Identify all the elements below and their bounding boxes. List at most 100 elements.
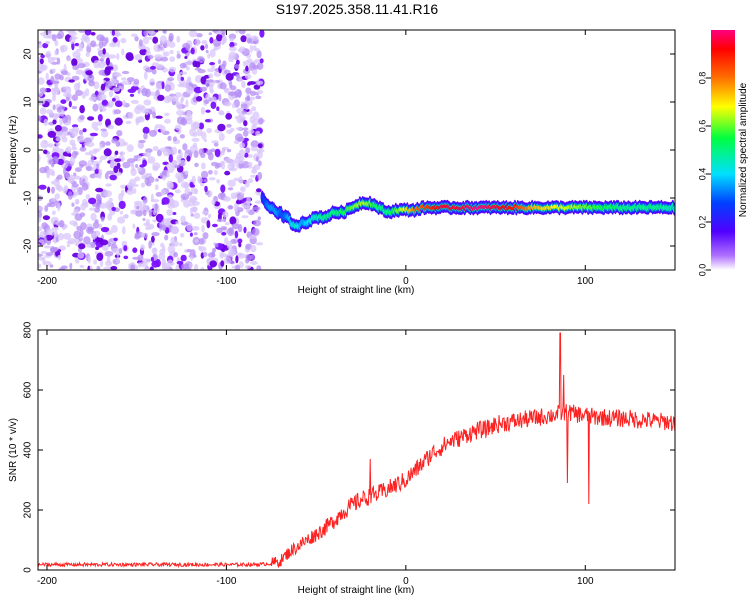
noise-blob (253, 84, 261, 90)
noise-blob (85, 88, 90, 97)
noise-blob (187, 76, 192, 82)
noise-blob (235, 255, 239, 264)
noise-blob (40, 250, 48, 254)
noise-blob (185, 44, 191, 51)
noise-blob (111, 224, 118, 233)
noise-blob (104, 67, 111, 76)
noise-blob (191, 137, 200, 142)
colorbar-tick-label: 0.0 (697, 264, 707, 277)
noise-blob (97, 48, 101, 52)
noise-blob (152, 146, 159, 151)
noise-blob (51, 170, 56, 177)
noise-blob (193, 264, 199, 270)
noise-blob (38, 63, 44, 70)
noise-blob (117, 216, 126, 224)
noise-blob (59, 74, 64, 81)
noise-blob (164, 84, 172, 92)
noise-blob (43, 236, 48, 244)
noise-blob (69, 262, 73, 270)
noise-blob (68, 79, 75, 83)
y-tick-label: -20 (23, 238, 34, 253)
noise-blob (130, 209, 137, 215)
noise-blob (130, 99, 139, 104)
noise-blob (218, 132, 225, 142)
noise-blob (101, 53, 106, 59)
noise-blob (126, 182, 134, 190)
noise-blob (220, 226, 227, 231)
noise-blob (100, 226, 110, 233)
noise-blob (222, 60, 227, 68)
noise-blob (196, 128, 203, 137)
noise-blob (145, 182, 152, 187)
noise-blob (134, 176, 141, 182)
noise-blob (213, 80, 217, 84)
noise-blob (95, 187, 104, 193)
noise-blob (38, 134, 43, 139)
noise-blob (233, 140, 240, 145)
noise-blob (76, 55, 81, 61)
noise-blob (200, 267, 205, 270)
noise-blob (38, 226, 43, 232)
noise-blob (100, 216, 105, 222)
y-tick-label: 800 (23, 321, 34, 338)
noise-blob (71, 75, 80, 81)
noise-blob (140, 182, 146, 188)
noise-blob (230, 239, 237, 244)
noise-blob (62, 187, 68, 194)
noise-blob (54, 39, 59, 47)
noise-blob (206, 220, 211, 229)
noise-blob (132, 247, 138, 253)
noise-blob (126, 158, 136, 164)
signal-track (260, 190, 675, 233)
noise-blob (168, 32, 174, 42)
noise-blob (107, 213, 113, 221)
noise-blob (224, 222, 230, 226)
noise-blob (82, 72, 86, 77)
noise-blob (110, 78, 117, 84)
noise-blob (194, 162, 199, 168)
noise-blob (221, 146, 230, 151)
noise-blob (132, 223, 136, 229)
noise-blob (38, 41, 42, 45)
noise-blob (116, 252, 120, 256)
noise-blob (200, 107, 206, 115)
noise-blob (134, 54, 143, 61)
noise-blob (214, 148, 221, 158)
noise-blob (220, 160, 225, 165)
noise-blob (147, 54, 154, 60)
noise-blob (246, 37, 253, 44)
noise-blob (159, 45, 165, 52)
colorbar-gradient (711, 30, 735, 270)
noise-blob (65, 146, 72, 154)
noise-blob (228, 46, 237, 52)
noise-blob (138, 262, 142, 268)
noise-blob (74, 151, 79, 156)
noise-blob (180, 215, 186, 224)
noise-blob (80, 222, 87, 231)
noise-blob (244, 96, 251, 101)
noise-blob (136, 117, 145, 123)
noise-blob (205, 93, 211, 101)
noise-blob (96, 34, 105, 42)
noise-blob (191, 226, 200, 231)
noise-blob (92, 148, 98, 155)
noise-blob (154, 203, 158, 212)
noise-blob (200, 170, 209, 179)
noise-blob (218, 110, 225, 116)
spectrogram-x-axis: -200 -100 0 100 (37, 30, 594, 287)
noise-blob (118, 248, 123, 254)
noise-blob (235, 264, 241, 270)
noise-blob (230, 127, 235, 132)
noise-blob (98, 174, 102, 179)
noise-blob (152, 165, 159, 172)
noise-blob (253, 219, 262, 227)
noise-blob (161, 197, 170, 205)
noise-blob (257, 216, 261, 221)
noise-blob (55, 184, 62, 191)
noise-blob (200, 76, 207, 85)
noise-blob (39, 58, 44, 65)
noise-blob (259, 58, 264, 64)
noise-blob (207, 68, 215, 73)
noise-blob (183, 182, 190, 189)
noise-blob (143, 99, 152, 106)
